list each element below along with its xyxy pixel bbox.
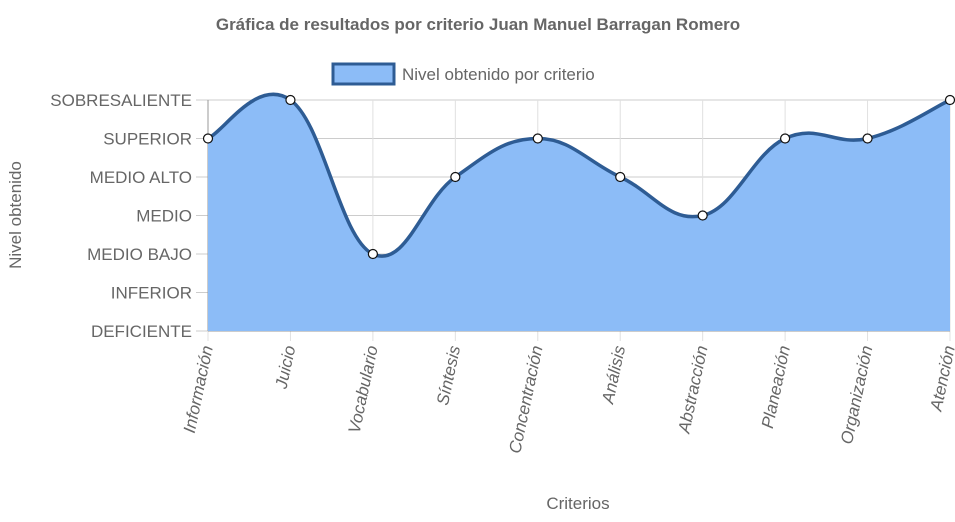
x-tick-label: Análisis [598,343,629,406]
data-point-5[interactable] [615,171,626,183]
y-axis-ticks: DEFICIENTE INFERIOR MEDIO BAJO MEDIO MEDIO A… [50,91,192,341]
data-point-7[interactable] [780,133,791,144]
series-area-fill [208,94,950,331]
area-layer [207,92,951,331]
legend[interactable]: Nivel obtenido por criterio [331,62,595,86]
x-axis-ticks: Información Juicio Vocabulario Síntesis Conc… [180,343,955,455]
y-tick-label: SOBRESALIENTE [50,91,192,110]
x-tick-label: Concentración [505,344,546,455]
data-point-3[interactable] [450,171,461,183]
data-point-9[interactable] [944,94,955,106]
x-tick-label: Juicio [272,344,300,391]
points [202,94,955,260]
x-tick-label: Información [180,344,217,435]
y-tick-label: MEDIO [136,207,192,226]
x-axis-title: Criterios [546,494,609,513]
y-tick-label: DEFICIENTE [91,322,192,341]
x-tick-label: Organización [837,344,876,446]
y-tick-label: MEDIO ALTO [90,168,192,187]
x-tick-label: Vocabulario [345,344,382,435]
x-tick-label: Abstracción [674,344,711,436]
data-point-2[interactable] [367,248,378,260]
series-line [207,92,951,258]
data-point-8[interactable] [862,133,873,144]
chart-title: Gráfica de resultados por criterio Juan … [216,15,740,34]
x-tick-label: Planeación [758,344,794,430]
y-tick-label: SUPERIOR [103,130,192,149]
x-tick-label: Síntesis [433,343,464,407]
y-tick-label: INFERIOR [111,284,192,303]
legend-swatch [331,62,396,86]
data-point-1[interactable] [285,94,296,106]
y-tick-label: MEDIO BAJO [87,245,192,264]
y-axis-title: Nivel obtenido [6,161,25,269]
legend-label: Nivel obtenido por criterio [402,65,595,84]
data-point-0[interactable] [202,133,214,144]
data-point-6[interactable] [697,210,708,221]
x-tick-label: Atención [926,344,955,414]
data-point-4[interactable] [532,133,543,144]
